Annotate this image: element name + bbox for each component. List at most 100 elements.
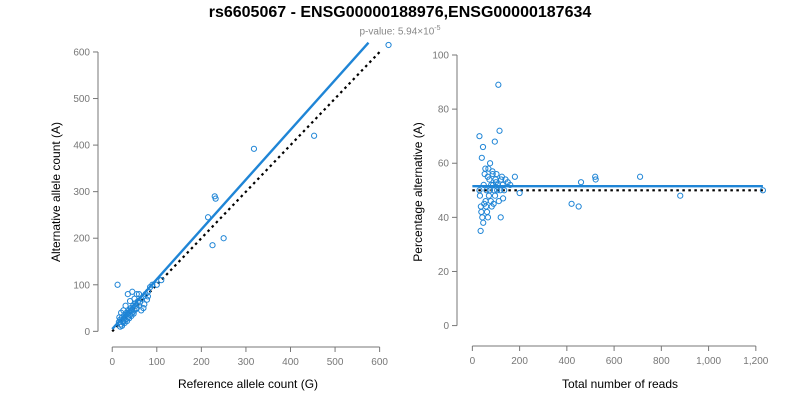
right-data-point — [483, 208, 491, 216]
right-data-point — [484, 214, 492, 221]
right-data-point — [568, 200, 575, 207]
right-x-tick-label: 400 — [559, 356, 576, 367]
right-x-tick-label: 800 — [653, 356, 670, 367]
left-data-point — [140, 304, 147, 312]
left-y-axis-label: Alternative allele count (A) — [49, 122, 63, 262]
subtitle-exponent: -5 — [434, 25, 441, 32]
right-data-point — [486, 187, 493, 194]
right-data-point — [480, 219, 487, 226]
left-data-point — [131, 295, 138, 302]
left-data-point — [220, 235, 227, 242]
left-y-tick-label: 500 — [73, 94, 90, 105]
left-x-tick-label: 600 — [371, 357, 388, 368]
left-data-point — [144, 293, 151, 300]
left-data-point — [116, 314, 123, 321]
right-data-point — [507, 181, 514, 188]
right-data-point — [511, 173, 518, 180]
left-y-tick-label: 100 — [73, 280, 90, 291]
right-data-point — [483, 187, 490, 194]
right-data-point — [677, 192, 684, 199]
left-data-point — [122, 302, 129, 309]
left-y-tick-label: 300 — [73, 187, 90, 198]
right-data-point — [491, 138, 498, 145]
right-data-point — [479, 214, 486, 221]
right-data-point — [478, 154, 485, 161]
right-data-point — [488, 203, 495, 210]
right-data-point — [493, 170, 500, 178]
chart-subtitle: p-value: 5.94×10-5 — [0, 25, 800, 37]
left-y-tick-label: 600 — [73, 47, 90, 58]
right-data-point — [495, 81, 502, 88]
right-data-point — [486, 160, 494, 167]
left-data-point — [135, 290, 143, 298]
left-fit-line — [111, 41, 370, 330]
right-data-point — [759, 187, 767, 194]
right-data-point — [499, 195, 507, 202]
right-data-point — [478, 208, 485, 216]
right-data-point — [498, 176, 505, 183]
left-data-point — [114, 281, 121, 288]
right-data-point — [488, 181, 495, 188]
right-data-point — [516, 189, 523, 197]
right-data-point — [486, 176, 493, 183]
right-data-point — [592, 176, 599, 183]
right-data-point — [496, 127, 503, 134]
left-data-point — [153, 281, 160, 288]
right-data-point — [481, 170, 488, 178]
right-data-point — [497, 214, 504, 221]
right-x-tick-label: 600 — [606, 356, 623, 367]
right-x-tick-label: 1,000 — [696, 356, 721, 367]
left-data-point — [128, 306, 135, 314]
left-data-point — [119, 318, 127, 325]
right-y-tick-label: 80 — [438, 105, 450, 116]
right-y-tick-label: 20 — [438, 267, 450, 278]
right-data-point — [485, 192, 492, 199]
left-data-point — [133, 305, 140, 313]
right-y-tick-label: 60 — [438, 159, 450, 170]
left-data-point — [311, 132, 318, 139]
right-scatter-plot: 0 200 400 600 800 1,000 1,200 0 20 40 60 80 100 Tota… — [411, 51, 769, 392]
right-data-point — [491, 192, 499, 199]
right-data-point — [485, 165, 492, 172]
right-x-tick-label: 200 — [511, 356, 528, 367]
right-data-point — [497, 187, 504, 194]
left-data-point — [158, 277, 165, 284]
left-data-point — [125, 310, 132, 317]
left-data-point — [149, 281, 156, 288]
right-data-point — [592, 173, 599, 180]
left-x-tick-label: 0 — [109, 357, 115, 368]
left-scatter-plot: 0 100 200 300 400 500 600 0 100 200 300 400 500 600 R… — [49, 41, 392, 391]
left-x-tick-label: 100 — [148, 357, 165, 368]
left-data-point — [141, 301, 148, 308]
right-data-point — [575, 203, 582, 210]
right-data-point — [476, 133, 483, 140]
right-data-point — [480, 181, 487, 188]
left-data-point — [209, 242, 216, 249]
right-y-tick-label: 40 — [438, 213, 450, 224]
left-x-tick-label: 400 — [282, 357, 299, 368]
right-data-point — [636, 173, 644, 180]
left-x-axis-label: Reference allele count (G) — [178, 377, 318, 391]
right-data-point — [499, 181, 506, 188]
right-data-point — [489, 170, 496, 178]
right-data-point — [477, 227, 484, 234]
left-reference-line — [111, 51, 381, 333]
left-data-point — [212, 195, 219, 202]
right-x-tick-label: 0 — [470, 356, 476, 367]
subtitle-text: p-value: 5.94×10 — [359, 26, 435, 38]
right-data-point — [495, 198, 502, 205]
chart-title: rs6605067 - ENSG00000188976,ENSG00000187… — [208, 4, 592, 21]
right-data-point — [476, 192, 484, 199]
right-x-axis-label: Total number of reads — [562, 377, 678, 391]
left-data-point — [385, 41, 392, 49]
left-data-point — [204, 214, 212, 221]
right-y-tick-label: 0 — [443, 321, 449, 332]
right-y-axis-label: Percentage alternative (A) — [411, 122, 425, 261]
right-y-tick-label: 100 — [432, 51, 449, 62]
right-x-tick-label: 1,200 — [743, 356, 768, 367]
left-x-tick-label: 200 — [193, 357, 210, 368]
left-x-tick-label: 300 — [238, 357, 255, 368]
right-data-point — [479, 143, 487, 151]
right-data-point — [577, 179, 585, 186]
left-y-tick-label: 200 — [73, 234, 90, 245]
